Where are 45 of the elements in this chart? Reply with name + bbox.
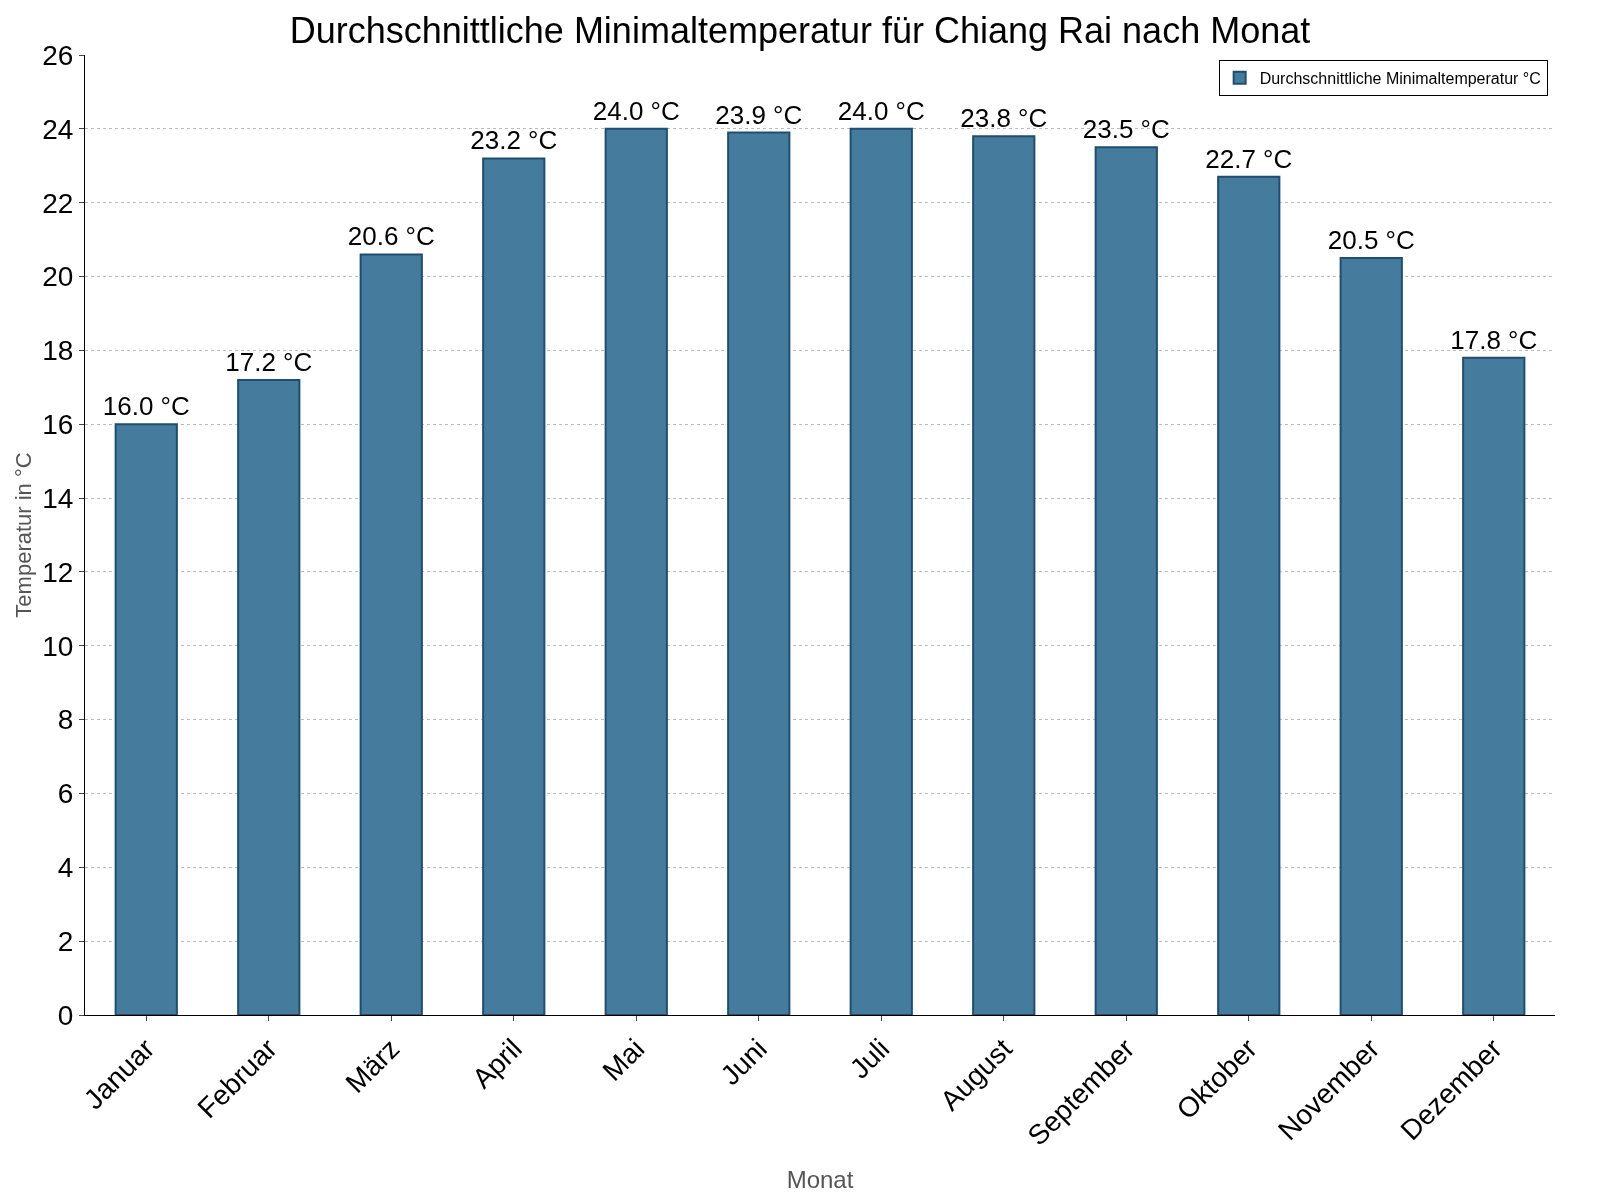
y-tick-label: 8: [57, 704, 74, 736]
data-label: 17.2 °C: [225, 346, 313, 377]
bar: [1462, 356, 1526, 1015]
bar: [1094, 146, 1158, 1015]
bar: [114, 423, 178, 1015]
bar: [237, 378, 301, 1015]
bar: [359, 253, 423, 1015]
data-label: 20.5 °C: [1327, 225, 1415, 256]
data-label: 22.7 °C: [1205, 143, 1293, 174]
legend-label: Durchschnittliche Minimaltemperatur °C: [1259, 69, 1541, 87]
y-tick-label: 16: [42, 409, 74, 441]
bar: [1217, 175, 1281, 1015]
y-tick-label: 18: [42, 335, 74, 367]
y-tick-label: 12: [42, 556, 74, 588]
x-axis-title: Monat: [786, 1165, 854, 1193]
y-tick-label: 10: [42, 630, 74, 662]
x-tick-label: Juni: [714, 1032, 773, 1092]
data-label: 23.9 °C: [715, 99, 803, 130]
chart-title: Durchschnittliche Minimaltemperatur für Chiang Rai nach Monat: [289, 10, 1311, 52]
bar: [604, 127, 668, 1015]
y-tick-label: 6: [57, 778, 74, 810]
x-tick-label: Juli: [843, 1032, 896, 1085]
data-label: 20.6 °C: [347, 221, 435, 252]
y-tick-label: 24: [42, 113, 74, 145]
y-axis-title: Temperatur in °C: [11, 452, 36, 618]
y-tick-label: 4: [57, 852, 74, 884]
data-label: 23.2 °C: [470, 125, 558, 156]
data-label: 17.8 °C: [1450, 324, 1538, 355]
bar: [1339, 257, 1403, 1015]
x-tick-label: Mai: [596, 1032, 651, 1087]
data-label: 23.8 °C: [960, 103, 1048, 134]
data-label: 16.0 °C: [102, 391, 190, 422]
bar: [482, 157, 546, 1015]
data-label: 23.5 °C: [1082, 114, 1170, 145]
data-label: 24.0 °C: [837, 95, 925, 126]
bar: [849, 127, 913, 1015]
y-tick-label: 20: [42, 261, 74, 293]
y-tick-label: 26: [42, 39, 74, 71]
bar: [972, 135, 1036, 1015]
data-label: 24.0 °C: [592, 95, 680, 126]
y-tick-label: 0: [57, 999, 74, 1031]
bar: [727, 131, 791, 1015]
y-tick-label: 14: [42, 482, 74, 514]
y-tick-label: 2: [57, 925, 74, 957]
y-tick-label: 22: [42, 187, 74, 219]
